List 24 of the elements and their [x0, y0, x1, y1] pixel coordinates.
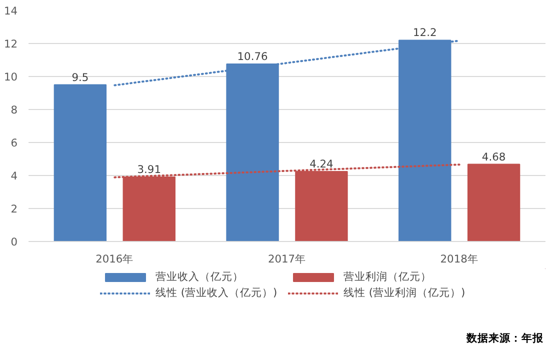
y-tick-label: 8 — [10, 104, 18, 116]
data-label: 9.5 — [72, 70, 89, 84]
data-label: 3.91 — [137, 162, 162, 176]
x-tick-label: 2018年 — [440, 252, 478, 266]
y-tick-label: 6 — [10, 136, 18, 150]
legend-label: 线性 (营业利润（亿元）) — [344, 286, 466, 300]
x-tick-label: 2016年 — [96, 252, 134, 266]
y-tick-label: 10 — [4, 70, 18, 84]
y-tick-label: 12 — [4, 38, 18, 50]
source-note: 数据来源：年报 — [466, 332, 544, 344]
data-label: 4.24 — [310, 158, 334, 171]
data-label: 10.76 — [237, 50, 268, 63]
data-label: 4.68 — [482, 150, 506, 164]
y-tick-label: 4 — [10, 170, 18, 182]
y-tick-label: 0 — [10, 236, 18, 248]
legend-label: 线性 (营业收入（亿元）) — [156, 286, 278, 300]
legend-label: 营业收入（亿元） — [156, 270, 244, 284]
y-tick-label: 14 — [4, 4, 18, 18]
legend-label: 营业利润（亿元） — [344, 270, 432, 284]
bar — [467, 164, 520, 242]
y-tick-label: 2 — [10, 202, 18, 216]
bar — [54, 84, 107, 242]
x-tick-label: 2017年 — [268, 252, 306, 266]
data-label: 12.2 — [413, 26, 437, 40]
